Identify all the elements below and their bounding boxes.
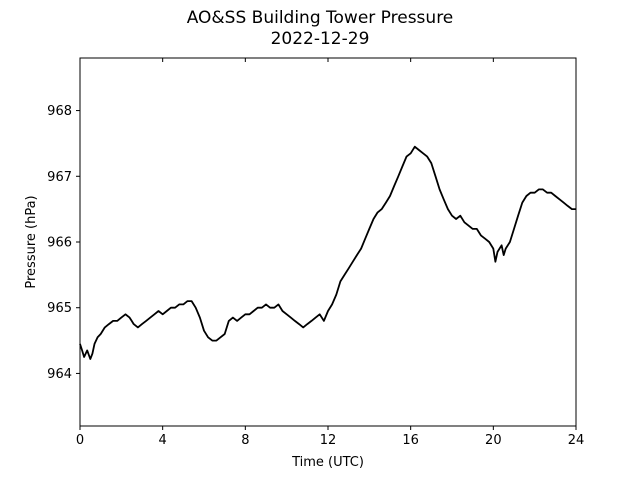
y-axis-label: Pressure (hPa) <box>24 195 39 288</box>
x-tick-label: 8 <box>241 433 249 448</box>
chart-subtitle: 2022-12-29 <box>270 29 370 49</box>
x-tick-label: 24 <box>568 433 585 448</box>
x-tick-label: 20 <box>485 433 502 448</box>
x-tick-label: 0 <box>76 433 84 448</box>
y-tick-label: 965 <box>47 301 72 316</box>
y-tick-label: 966 <box>47 236 72 251</box>
x-tick-label: 16 <box>402 433 419 448</box>
x-tick-label: 4 <box>159 433 167 448</box>
x-axis-label: Time (UTC) <box>291 455 364 470</box>
y-tick-label: 968 <box>47 104 72 119</box>
y-tick-label: 967 <box>47 170 72 185</box>
plot-frame <box>79 57 577 427</box>
chart-title: AO&SS Building Tower Pressure <box>186 8 454 28</box>
pressure-series-line <box>79 145 576 360</box>
x-tick-label: 12 <box>320 433 337 448</box>
y-tick-label: 964 <box>47 367 72 382</box>
